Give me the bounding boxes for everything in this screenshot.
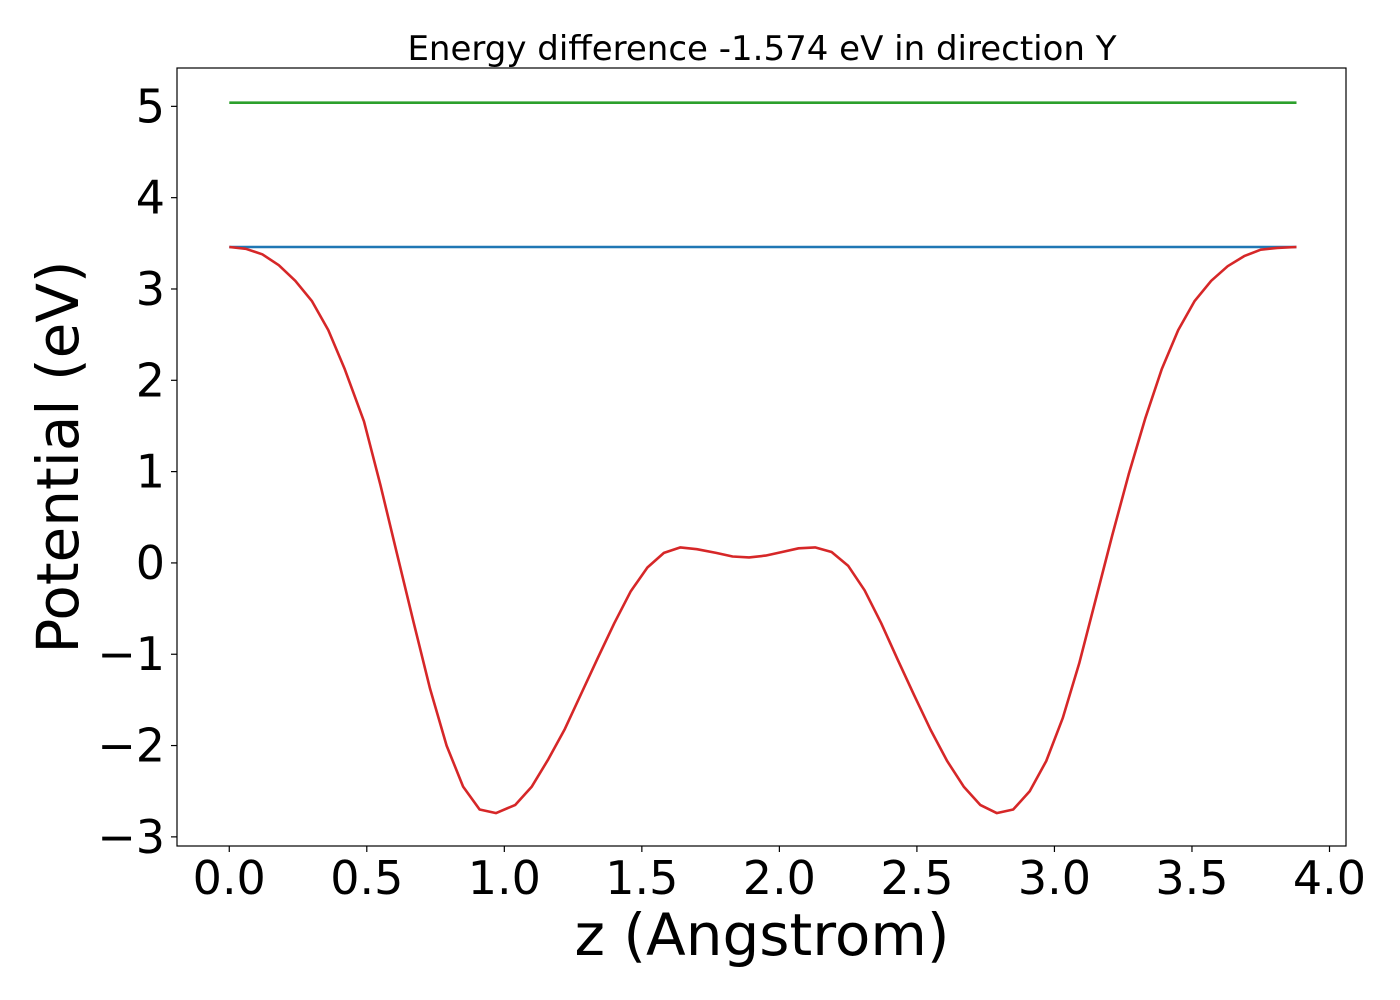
x-tick-label: 1.0 <box>468 851 541 905</box>
y-tick-label: 3 <box>136 262 165 316</box>
x-axis-label: z (Angstrom) <box>575 901 950 969</box>
y-axis-label: Potential (eV) <box>24 260 92 653</box>
x-tick-label: 0.0 <box>193 851 266 905</box>
y-axis: −3 −2 −1 0 1 2 3 4 5 <box>97 79 177 864</box>
y-tick-label: −3 <box>97 810 165 864</box>
x-axis: 0.0 0.5 1.0 1.5 2.0 2.5 3.0 3.5 4.0 <box>193 846 1366 905</box>
y-tick-label: −2 <box>97 719 165 773</box>
y-tick-label: 1 <box>136 445 165 499</box>
y-tick-label: 0 <box>136 536 165 590</box>
x-tick-label: 3.0 <box>1018 851 1091 905</box>
chart-title: Energy difference -1.574 eV in direction… <box>407 29 1116 69</box>
x-tick-label: 3.5 <box>1155 851 1228 905</box>
y-tick-label: 2 <box>136 353 165 407</box>
series-line-2 <box>229 245 1297 815</box>
x-tick-label: 2.0 <box>743 851 816 905</box>
y-tick-label: 5 <box>136 79 165 133</box>
series-layer <box>229 101 1297 815</box>
y-tick-label: −1 <box>97 627 165 681</box>
x-tick-label: 2.5 <box>880 851 953 905</box>
x-tick-label: 1.5 <box>605 851 678 905</box>
y-tick-label: 4 <box>136 171 165 225</box>
x-tick-label: 0.5 <box>330 851 403 905</box>
x-tick-label: 4.0 <box>1293 851 1366 905</box>
plot-area-frame <box>176 67 1347 847</box>
